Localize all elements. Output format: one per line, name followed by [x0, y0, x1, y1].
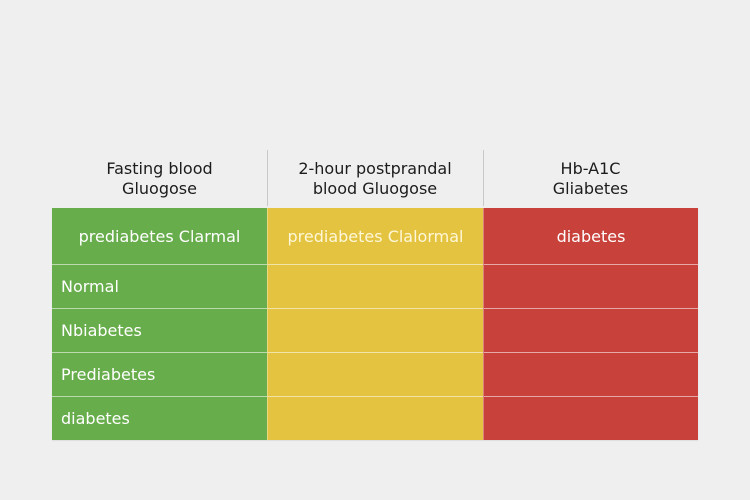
green-column-row-1: Normal	[52, 264, 267, 308]
green-column-top-cell: prediabetes Clarmal	[78, 226, 241, 246]
yellow-column-row-1	[268, 264, 483, 308]
red-column-top-cell: diabetes	[556, 226, 626, 246]
red-column-row-3	[484, 352, 698, 396]
table-body: prediabetes Clarmal Normal Nbiabetes Pre…	[52, 208, 698, 440]
red-column: diabetes	[483, 208, 698, 440]
red-column-row-1	[484, 264, 698, 308]
red-column-row-2	[484, 308, 698, 352]
header-hba1c: Hb-A1C Gliabetes	[552, 159, 629, 198]
header-postprandial-blood-glucose: 2-hour postprandal blood Gluogose	[298, 159, 452, 198]
header-fasting-blood-glucose: Fasting blood Gluogose	[106, 159, 213, 198]
green-column-row-3: Prediabetes	[52, 352, 267, 396]
yellow-column-row-4	[268, 396, 483, 440]
yellow-column-top-cell: prediabetes Clalormal	[287, 226, 464, 246]
table-header: Fasting blood Gluogose 2-hour postpranda…	[52, 150, 698, 208]
green-column-row-2: Nbiabetes	[52, 308, 267, 352]
header-divider-2	[483, 150, 484, 206]
yellow-column-row-3	[268, 352, 483, 396]
header-divider-1	[267, 150, 268, 206]
yellow-column-row-2	[268, 308, 483, 352]
comparison-table: Fasting blood Gluogose 2-hour postpranda…	[52, 150, 698, 440]
green-column-row-4: diabetes	[52, 396, 267, 440]
green-column: prediabetes Clarmal Normal Nbiabetes Pre…	[52, 208, 267, 440]
red-column-row-4	[484, 396, 698, 440]
yellow-column: prediabetes Clalormal	[267, 208, 483, 440]
